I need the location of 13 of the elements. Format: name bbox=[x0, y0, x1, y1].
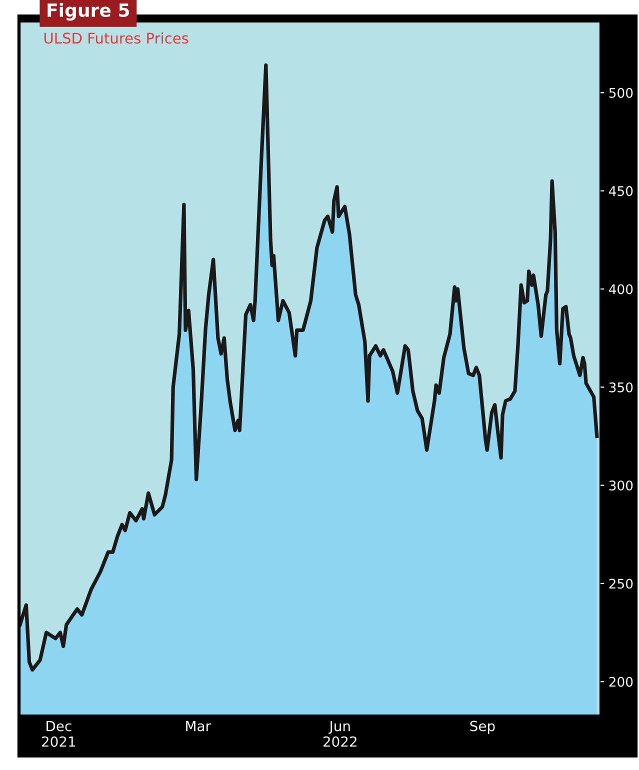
x-tick-label: Dec 2021 bbox=[42, 720, 76, 747]
text: ULSD Futures Prices bbox=[44, 32, 188, 44]
y-tick-label: 250 bbox=[609, 578, 633, 589]
y-tick-label: 350 bbox=[609, 382, 633, 392]
x-tick-label: Mar bbox=[186, 720, 211, 732]
chart-title: Figure 5 bbox=[48, 3, 130, 21]
x-tick-label: Jun 2022 bbox=[324, 720, 356, 747]
y-tick-label: 200 bbox=[609, 676, 633, 687]
x-tick-label: Sep bbox=[470, 720, 495, 734]
y-tick-label: 300 bbox=[609, 480, 633, 491]
y-tick-label: 500 bbox=[609, 88, 633, 98]
y-tick-label: 400 bbox=[608, 284, 633, 294]
y-tick-label: 450 bbox=[608, 186, 633, 196]
